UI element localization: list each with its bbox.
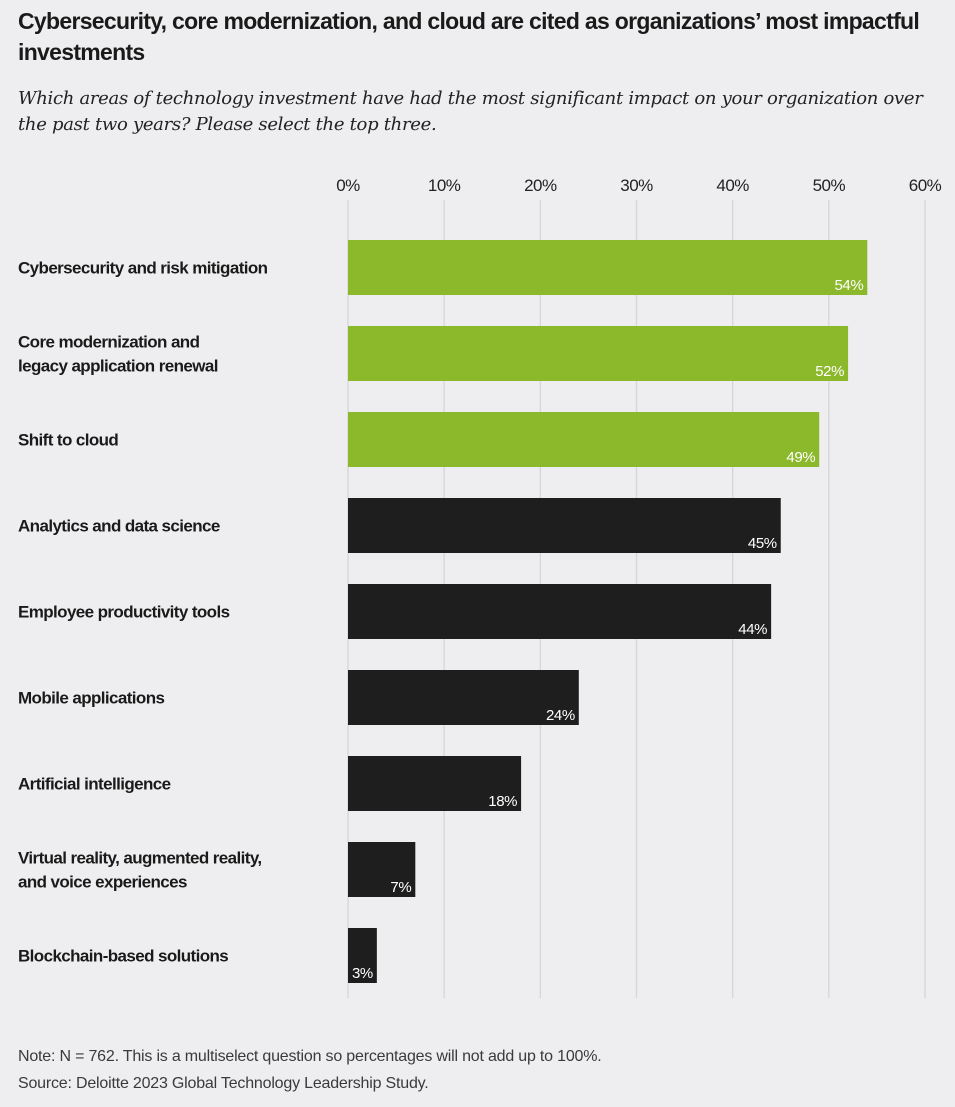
category-label: Artificial intelligence bbox=[18, 775, 171, 794]
category-label: Employee productivity tools bbox=[18, 603, 230, 622]
chart-note: Note: N = 762. This is a multiselect que… bbox=[18, 1048, 602, 1065]
bar bbox=[348, 240, 868, 295]
x-tick-label: 0% bbox=[336, 176, 360, 195]
category-label: Analytics and data science bbox=[18, 517, 220, 536]
chart-subtitle: Which areas of technology investment hav… bbox=[18, 88, 923, 135]
chart-source: Source: Deloitte 2023 Global Technology … bbox=[18, 1075, 429, 1092]
bar bbox=[348, 498, 781, 553]
bar bbox=[348, 584, 772, 639]
x-tick-label: 10% bbox=[428, 176, 461, 195]
category-label: Core modernization and bbox=[18, 333, 200, 352]
data-label: 45% bbox=[748, 535, 777, 552]
category-label: Mobile applications bbox=[18, 689, 164, 708]
category-label: Virtual reality, augmented reality, bbox=[18, 849, 262, 868]
bar bbox=[348, 326, 849, 381]
category-label: Cybersecurity and risk mitigation bbox=[18, 259, 268, 278]
data-label: 52% bbox=[815, 363, 844, 380]
category-label: legacy application renewal bbox=[18, 357, 218, 376]
bar bbox=[348, 842, 416, 897]
data-label: 7% bbox=[390, 879, 411, 896]
x-tick-label: 30% bbox=[620, 176, 653, 195]
x-tick-label: 20% bbox=[524, 176, 557, 195]
x-tick-label: 40% bbox=[716, 176, 749, 195]
bar bbox=[348, 670, 579, 725]
bar bbox=[348, 928, 377, 983]
category-label: Blockchain-based solutions bbox=[18, 947, 228, 966]
data-label: 54% bbox=[834, 277, 863, 294]
chart-title: Cybersecurity, core modernization, and c… bbox=[18, 8, 920, 65]
x-tick-label: 50% bbox=[813, 176, 846, 195]
data-label: 3% bbox=[352, 965, 373, 982]
bar bbox=[348, 412, 820, 467]
data-label: 49% bbox=[786, 449, 815, 466]
data-label: 44% bbox=[738, 621, 767, 638]
category-label: and voice experiences bbox=[18, 873, 187, 892]
data-label: 24% bbox=[546, 707, 575, 724]
bar bbox=[348, 756, 522, 811]
x-tick-label: 60% bbox=[909, 176, 942, 195]
data-label: 18% bbox=[488, 793, 517, 810]
category-label: Shift to cloud bbox=[18, 431, 118, 450]
